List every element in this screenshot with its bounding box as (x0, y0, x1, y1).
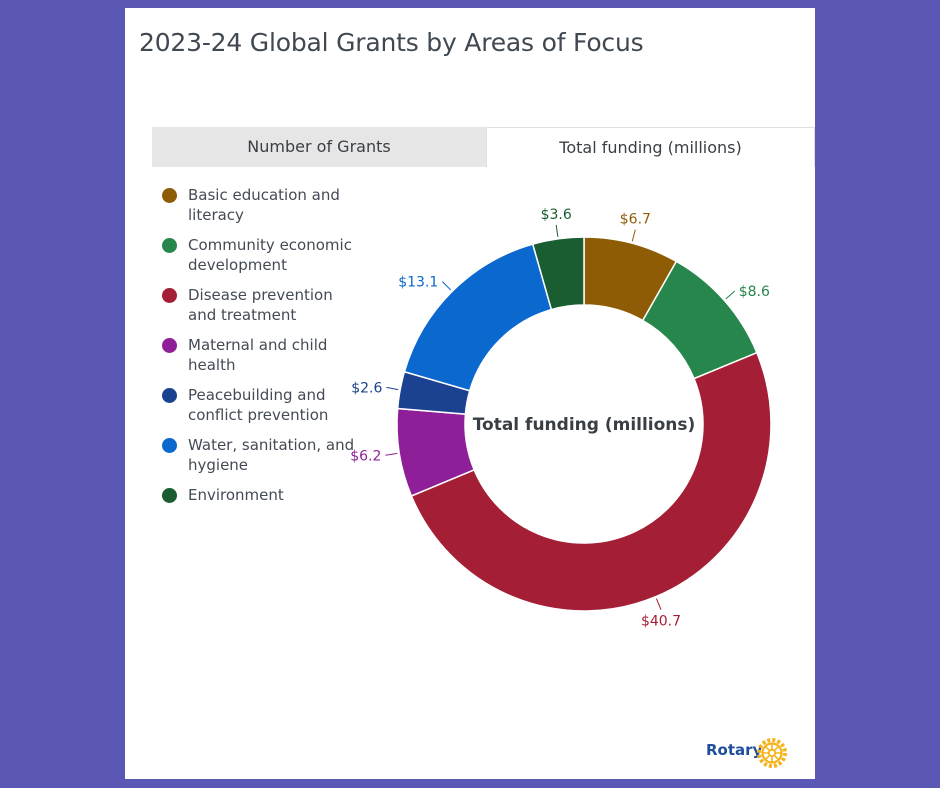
slice-leader-line (386, 386, 399, 391)
slice-leader-line (441, 281, 452, 291)
slice-value-label: $6.2 (350, 448, 381, 464)
donut-slice[interactable] (531, 236, 585, 311)
legend-item[interactable]: Disease prevention and treatment (161, 286, 361, 325)
legend-item[interactable]: Basic education and literacy (161, 186, 361, 225)
legend-swatch (162, 238, 177, 253)
donut-slice[interactable] (403, 243, 553, 392)
slice-value-label: $8.6 (739, 284, 770, 300)
legend-label: Community economic development (188, 236, 352, 274)
legend-item[interactable]: Water, sanitation, and hygiene (161, 436, 361, 475)
slice-leader-line (725, 290, 736, 300)
legend-swatch (162, 488, 177, 503)
legend-swatch (162, 288, 177, 303)
chart-title: 2023-24 Global Grants by Areas of Focus (139, 28, 644, 57)
donut-center-label: Total funding (millions) (473, 415, 696, 435)
legend-item[interactable]: Environment (161, 486, 361, 506)
slice-leader-line (631, 229, 636, 242)
legend-label: Environment (188, 486, 284, 504)
slice-value-label: $40.7 (641, 614, 681, 630)
chart-card: 2023-24 Global Grants by Areas of Focus … (125, 8, 815, 779)
legend-swatch (162, 188, 177, 203)
legend-swatch (162, 388, 177, 403)
slice-value-label: $6.7 (620, 212, 651, 228)
legend-label: Peacebuilding and conflict prevention (188, 386, 329, 424)
legend-label: Water, sanitation, and hygiene (188, 436, 355, 474)
rotary-logo-text: Rotary (706, 741, 763, 759)
legend-swatch (162, 438, 177, 453)
tab-total-funding[interactable]: Total funding (millions) (486, 127, 815, 167)
legend-label: Basic education and literacy (188, 186, 340, 224)
legend-swatch (162, 338, 177, 353)
rotary-wheel-icon (757, 738, 787, 768)
slice-leader-line (385, 452, 398, 456)
slice-value-label: $2.6 (351, 380, 382, 396)
slice-value-label: $3.6 (541, 207, 572, 223)
slice-leader-line (655, 598, 662, 610)
donut-chart: $6.7 $8.6 $40.7 $6.2 $2.6 $13.1 $3.6 Total fund… (350, 207, 772, 630)
tab-number-of-grants[interactable]: Number of Grants (152, 127, 486, 167)
legend-label: Maternal and child health (188, 336, 328, 374)
legend-item[interactable]: Maternal and child health (161, 336, 361, 375)
chart-legend: Basic education and literacy Community ec… (161, 186, 361, 517)
slice-leader-line (555, 224, 559, 237)
legend-item[interactable]: Community economic development (161, 236, 361, 275)
legend-label: Disease prevention and treatment (188, 286, 333, 324)
slice-value-label: $13.1 (398, 274, 438, 290)
donut-slice[interactable] (410, 351, 772, 613)
tab-bar: Number of Grants Total funding (millions… (152, 127, 815, 167)
legend-item[interactable]: Peacebuilding and conflict prevention (161, 386, 361, 425)
